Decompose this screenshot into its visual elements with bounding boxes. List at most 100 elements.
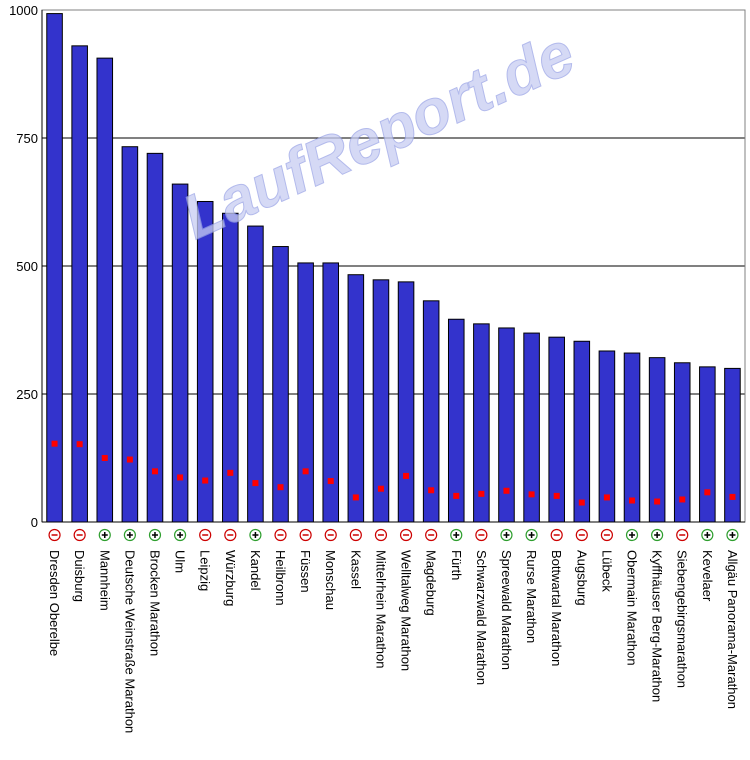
watermark: LaufReport.de xyxy=(173,19,585,253)
marker-point xyxy=(553,492,560,499)
marker-point xyxy=(729,493,736,500)
x-tick-label: Würzburg xyxy=(223,550,238,606)
marker-point xyxy=(453,492,460,499)
x-tick-label: Kevelaer xyxy=(700,550,715,602)
marker-point xyxy=(252,480,259,487)
y-tick-label: 0 xyxy=(31,515,38,530)
trend-icons xyxy=(48,528,739,542)
marker-point xyxy=(302,468,309,475)
minus-circle-icon xyxy=(399,528,413,542)
bar xyxy=(372,279,390,523)
marker-point xyxy=(603,494,610,501)
x-tick-label: Magdeburg xyxy=(424,550,439,616)
marker-series xyxy=(51,440,736,506)
x-tick-label: Schwarzwald Marathon xyxy=(474,550,489,685)
x-tick-label: Mannheim xyxy=(97,550,112,611)
x-tick-label: Mittelrhein Marathon xyxy=(373,550,388,669)
plus-circle-icon xyxy=(525,528,538,542)
x-tick-label: Augsburg xyxy=(574,550,589,606)
x-tick-label: Duisburg xyxy=(72,550,87,602)
minus-circle-icon xyxy=(475,528,488,542)
axes xyxy=(41,9,746,523)
x-tick-labels: Dresden Oberelbe Duisburg Mannheim Deutsche… xyxy=(47,550,740,733)
minus-circle-icon xyxy=(676,528,689,542)
marker-point xyxy=(679,496,686,503)
x-tick-label: Monschau xyxy=(323,550,338,610)
minus-circle-icon xyxy=(274,528,287,542)
minus-circle-icon xyxy=(299,528,312,542)
x-tick-label: Bottwartal Marathon xyxy=(549,550,564,666)
marker-point xyxy=(151,468,158,475)
bar xyxy=(272,246,289,523)
marker-point xyxy=(478,490,485,497)
minus-circle-icon xyxy=(224,528,237,542)
x-tick-label: Heilbronn xyxy=(273,550,288,606)
marker-point xyxy=(126,456,133,463)
minus-circle-icon xyxy=(349,528,362,542)
minus-circle-icon xyxy=(374,528,388,542)
plus-circle-icon xyxy=(500,528,513,542)
bar xyxy=(297,262,314,523)
marker-point xyxy=(704,489,711,496)
bar xyxy=(623,352,641,523)
marker-point xyxy=(377,485,384,492)
bar xyxy=(573,340,591,523)
x-tick-label: Allgäu Panorama-Marathon xyxy=(725,550,740,709)
bar xyxy=(71,45,88,523)
bar xyxy=(397,281,415,523)
plus-circle-icon xyxy=(625,528,639,542)
x-tick-label: Siebengebirgsmarathon xyxy=(675,550,690,688)
minus-circle-icon xyxy=(48,528,61,542)
marker-point xyxy=(76,441,83,448)
minus-circle-icon xyxy=(575,528,588,542)
marker-point xyxy=(327,478,334,485)
plus-circle-icon xyxy=(98,528,111,542)
minus-circle-icon xyxy=(324,528,337,542)
minus-circle-icon xyxy=(199,528,212,542)
minus-circle-icon xyxy=(425,528,438,542)
marker-point xyxy=(403,472,410,479)
bar xyxy=(146,152,164,523)
marker-point xyxy=(503,487,510,494)
bar xyxy=(648,357,666,523)
x-tick-label: Brocken Marathon xyxy=(147,550,162,656)
minus-circle-icon xyxy=(550,528,563,542)
x-tick-label: Lübeck xyxy=(599,550,614,592)
marker-point xyxy=(428,487,435,494)
bar xyxy=(447,318,465,523)
bar xyxy=(699,366,716,523)
plus-circle-icon xyxy=(726,528,739,542)
plus-circle-icon xyxy=(173,528,187,542)
marker-point xyxy=(629,497,636,504)
bar xyxy=(121,146,139,523)
y-tick-labels: 0 250 500 750 1000 xyxy=(9,3,38,530)
x-tick-label: Obermain Marathon xyxy=(625,550,640,666)
marker-point xyxy=(51,440,58,447)
x-tick-label: Deutsche Weinstraße Marathon xyxy=(122,550,137,733)
minus-circle-icon xyxy=(600,528,614,542)
x-tick-label: Dresden Oberelbe xyxy=(47,550,62,656)
plus-circle-icon xyxy=(123,528,136,542)
bar-series xyxy=(46,13,741,523)
x-tick-label: Rurse Marathon xyxy=(524,550,539,643)
minus-circle-icon xyxy=(73,528,86,542)
x-tick-label: Kassel xyxy=(348,550,363,589)
y-tick-label: 750 xyxy=(16,131,38,146)
marker-point xyxy=(528,491,535,498)
bar xyxy=(247,225,264,523)
marker-point xyxy=(202,477,209,484)
marker-point xyxy=(177,474,184,481)
marker-point xyxy=(578,499,585,506)
plus-circle-icon xyxy=(148,528,162,542)
x-tick-label: Kandel xyxy=(248,550,263,591)
plus-circle-icon xyxy=(450,528,463,542)
y-tick-label: 500 xyxy=(16,259,38,274)
marker-point xyxy=(101,455,108,461)
x-tick-label: Füssen xyxy=(298,550,313,593)
marker-point xyxy=(277,484,284,491)
y-tick-label: 1000 xyxy=(9,3,38,18)
x-tick-label: Kyffhäuser Berg-Marathon xyxy=(650,550,665,702)
marker-point xyxy=(227,469,234,476)
bar xyxy=(347,274,365,523)
